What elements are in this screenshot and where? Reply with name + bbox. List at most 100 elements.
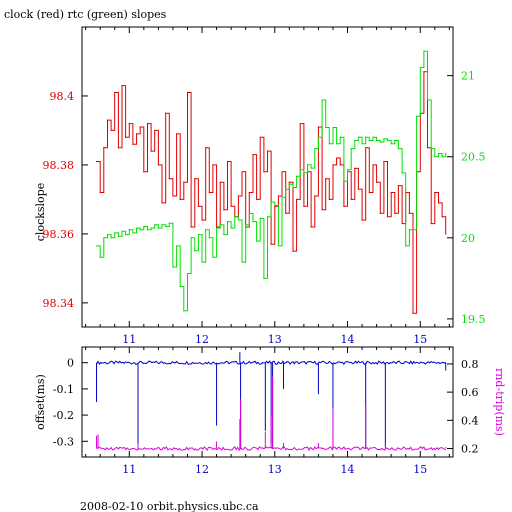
rtc-point	[445, 152, 447, 155]
rtc-point	[426, 99, 429, 101]
rtc-point	[219, 224, 221, 226]
rtc-point	[183, 310, 185, 312]
rtc-point	[139, 229, 141, 231]
left-y-tick-label: 98.38	[43, 159, 75, 172]
clock-point	[230, 205, 232, 207]
rtc-point	[215, 227, 218, 229]
clock-point	[299, 122, 301, 125]
clock-point	[332, 164, 334, 166]
rtc-point	[314, 148, 316, 150]
clock-point	[401, 222, 403, 225]
bottom-left-axis: 0 -0.1 -0.2 -0.3	[53, 357, 88, 448]
rtc-point	[121, 230, 123, 232]
clock-point	[172, 195, 174, 197]
rtc-point	[248, 212, 250, 215]
rtc-point	[106, 233, 109, 236]
clock-point	[237, 195, 240, 197]
clock-point	[270, 243, 272, 245]
clock-point	[350, 198, 352, 201]
right-y-tick-label: 19.5	[461, 313, 486, 326]
x-tick-label: 15	[413, 463, 427, 476]
rtc-point	[110, 237, 112, 239]
rtc-point	[252, 220, 254, 223]
rtc-point	[99, 256, 101, 258]
rtc-point	[423, 50, 425, 52]
clock-point	[376, 181, 378, 183]
rtc-point	[434, 156, 436, 158]
x-tick-label: 15	[413, 333, 427, 346]
clock-point	[135, 133, 138, 135]
rtc-point	[277, 245, 280, 247]
rtc-point	[237, 219, 240, 221]
rtc-point	[255, 240, 258, 242]
top-left-axis: 98.4 98.38 98.36 98.34	[43, 90, 88, 310]
clock-point	[157, 164, 159, 166]
clock-point	[285, 212, 287, 214]
rtc-point	[226, 220, 229, 223]
clock-point	[215, 226, 218, 228]
rtc-point	[135, 227, 138, 229]
clock-point	[201, 219, 203, 221]
clock-point	[114, 91, 116, 94]
rtc-point	[365, 136, 367, 138]
rtc-point	[212, 256, 214, 258]
clock-point	[430, 222, 432, 225]
rtc-point	[437, 152, 440, 155]
clock-point	[103, 147, 105, 149]
rtc-point	[168, 222, 170, 224]
left-y-tick-label: 0	[67, 357, 74, 370]
rtc-point	[379, 141, 381, 143]
rtc-point	[150, 227, 152, 229]
x-tick-label: 14	[341, 333, 355, 346]
clock-point	[274, 205, 276, 207]
clock-point	[165, 112, 167, 114]
clock-point	[212, 164, 214, 166]
clock-point	[303, 205, 305, 207]
rtc-point	[128, 229, 130, 231]
clock-point	[110, 129, 112, 132]
rtc-point	[205, 229, 207, 231]
bottom-plot-frame	[81, 346, 454, 458]
right-y-tick-label: 0.6	[461, 386, 479, 399]
clock-point	[255, 198, 258, 201]
rtc-point	[394, 139, 396, 142]
clock-point	[437, 202, 440, 204]
rtc-point	[270, 201, 272, 203]
left-y-tick-label: 98.34	[43, 297, 75, 310]
clock-point	[321, 209, 323, 211]
right-y-tick-label: 21	[461, 70, 475, 83]
clock-point	[426, 147, 429, 149]
rtc-point	[343, 180, 345, 182]
clock-point	[354, 167, 356, 169]
clock-point	[175, 133, 178, 135]
x-tick-label: 12	[195, 333, 209, 346]
rtc-point	[325, 126, 327, 129]
rtc-point	[408, 229, 410, 231]
rtc-point	[357, 136, 360, 138]
clock-point	[125, 136, 127, 138]
rtc-point	[161, 224, 163, 226]
rtc-point	[368, 139, 370, 142]
bottom-right-axis-label: rnd-trip(ms)	[493, 368, 506, 436]
clock-point	[161, 202, 163, 204]
clock-point	[441, 216, 443, 218]
clock-point	[121, 85, 123, 87]
clock-point	[292, 250, 294, 252]
left-y-tick-label: -0.2	[53, 409, 74, 422]
rtc-point	[292, 186, 294, 189]
clock-point	[259, 136, 261, 138]
clock-point	[197, 205, 199, 207]
right-y-tick-label: 0.8	[461, 358, 479, 371]
x-tick-label: 12	[195, 463, 209, 476]
clock-point	[339, 164, 341, 166]
clock-point	[106, 119, 109, 121]
rtc-point	[197, 233, 199, 236]
clock-point	[277, 195, 280, 197]
rtc-point	[386, 139, 389, 142]
top-y-axis-label: clockslope	[34, 183, 47, 241]
clock-point	[314, 195, 316, 197]
top-series-group	[95, 50, 447, 314]
clock-point	[226, 160, 229, 163]
rtc-point	[281, 196, 283, 198]
rtc-point	[376, 139, 378, 142]
